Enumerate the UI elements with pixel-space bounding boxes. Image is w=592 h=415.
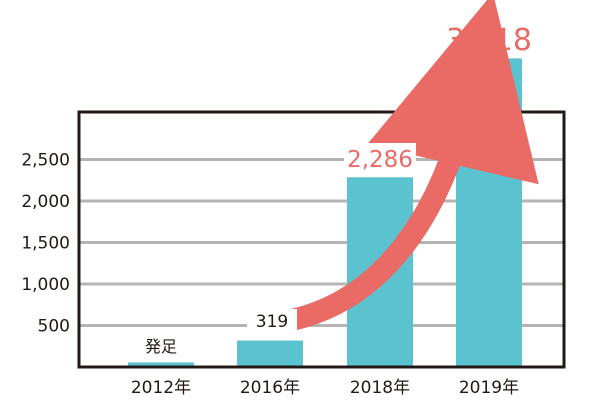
x-tick-label: 2016年 <box>240 378 300 398</box>
y-tick-label: 1,500 <box>21 234 70 254</box>
data-label-background <box>247 309 297 331</box>
bar <box>237 340 303 367</box>
x-tick-label: 2012年 <box>131 378 191 398</box>
x-tick-label: 2019年 <box>459 378 519 398</box>
y-tick-label: 2,500 <box>21 151 70 171</box>
y-tick-label: 1,000 <box>21 275 70 295</box>
growth-arrow <box>289 0 539 331</box>
x-axis-ticks: 2012年 2016年 2018年 2019年 <box>131 378 519 398</box>
data-label: 発足 <box>145 337 177 356</box>
y-tick-label: 500 <box>38 317 70 337</box>
plot-frame <box>77 110 566 369</box>
data-label: 3,718 <box>446 23 532 58</box>
y-axis-ticks: 500 1,000 1,500 2,000 2,500 <box>21 151 70 337</box>
data-label-background <box>344 143 416 171</box>
x-tick-label: 2018年 <box>350 378 410 398</box>
data-label: 2,286 <box>347 147 413 173</box>
data-labels: 発足 319 2,286 3,718 <box>145 23 532 356</box>
data-label: 319 <box>256 312 288 332</box>
bar <box>128 362 194 367</box>
y-tick-label: 2,000 <box>21 192 70 212</box>
